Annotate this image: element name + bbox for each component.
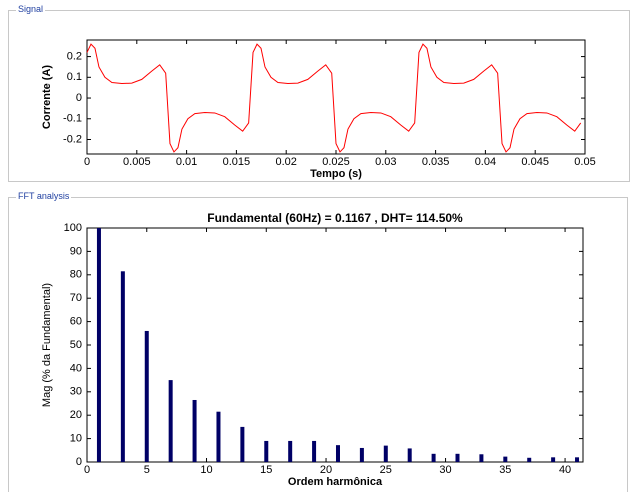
x-tick-label: 15 [260, 464, 272, 476]
bar [264, 440, 269, 462]
bar [96, 228, 101, 462]
y-tick-label: 40 [70, 362, 82, 374]
bar [359, 447, 364, 462]
x-tick-label: 0.05 [574, 156, 595, 168]
bar [575, 457, 580, 462]
y-tick-label: 30 [70, 386, 82, 398]
bar [240, 426, 245, 462]
x-tick-label: 10 [200, 464, 212, 476]
x-tick-label: 0.035 [422, 156, 450, 168]
y-tick-label: 60 [70, 316, 82, 328]
bar [503, 456, 508, 462]
bar [455, 453, 460, 462]
y-tick-label: 50 [70, 339, 82, 351]
y-tick-label: 20 [70, 409, 82, 421]
plot-area [86, 39, 586, 155]
y-axis-label: Mag (% da Fundamental) [41, 283, 53, 407]
y-tick-label: 0.2 [67, 50, 82, 62]
plot-area [86, 227, 584, 463]
panel-legend: FFT analysis [16, 191, 72, 201]
y-tick-label: 0 [76, 92, 82, 104]
y-tick-label: -0.1 [63, 113, 82, 125]
y-tick-label: 70 [70, 292, 82, 304]
bar [383, 445, 388, 462]
x-axis-label: Tempo (s) [310, 168, 362, 180]
signal-line [86, 43, 582, 153]
bar [120, 271, 125, 462]
x-tick-label: 0.01 [176, 156, 197, 168]
chart-title: Fundamental (60Hz) = 0.1167 , DHT= 114.5… [207, 211, 463, 225]
x-tick-label: 5 [144, 464, 150, 476]
panel-legend: Signal [16, 4, 46, 14]
bar [551, 457, 556, 462]
y-tick-label: 0.1 [67, 71, 82, 83]
bar [216, 411, 221, 462]
x-tick-label: 25 [380, 464, 392, 476]
bar [192, 399, 197, 462]
x-tick-label: 40 [559, 464, 571, 476]
bar [168, 380, 173, 462]
x-tick-label: 0 [84, 156, 90, 168]
x-tick-label: 30 [439, 464, 451, 476]
bar [527, 457, 532, 462]
bar [479, 454, 484, 462]
y-tick-label: 0 [76, 456, 82, 468]
x-axis-label: Ordem harmônica [288, 476, 383, 488]
y-tick-label: 100 [64, 222, 82, 234]
x-tick-label: 0.025 [322, 156, 350, 168]
x-tick-label: 0.02 [275, 156, 296, 168]
y-tick-label: 10 [70, 433, 82, 445]
y-tick-label: -0.2 [63, 133, 82, 145]
bar [288, 440, 293, 462]
x-tick-label: 0.03 [375, 156, 396, 168]
x-tick-label: 35 [499, 464, 511, 476]
bar [144, 330, 149, 462]
x-tick-label: 0 [84, 464, 90, 476]
bar [407, 448, 412, 462]
bar [431, 453, 436, 462]
bar [335, 445, 340, 462]
x-tick-label: 0.04 [475, 156, 496, 168]
x-tick-label: 0.045 [521, 156, 549, 168]
x-tick-label: 20 [320, 464, 332, 476]
y-tick-label: 90 [70, 245, 82, 257]
fft-panel [8, 197, 628, 492]
x-tick-label: 0.015 [223, 156, 251, 168]
x-tick-label: 0.005 [123, 156, 151, 168]
y-tick-label: 80 [70, 269, 82, 281]
bar [312, 440, 317, 462]
y-axis-label: Corrente (A) [41, 65, 53, 130]
